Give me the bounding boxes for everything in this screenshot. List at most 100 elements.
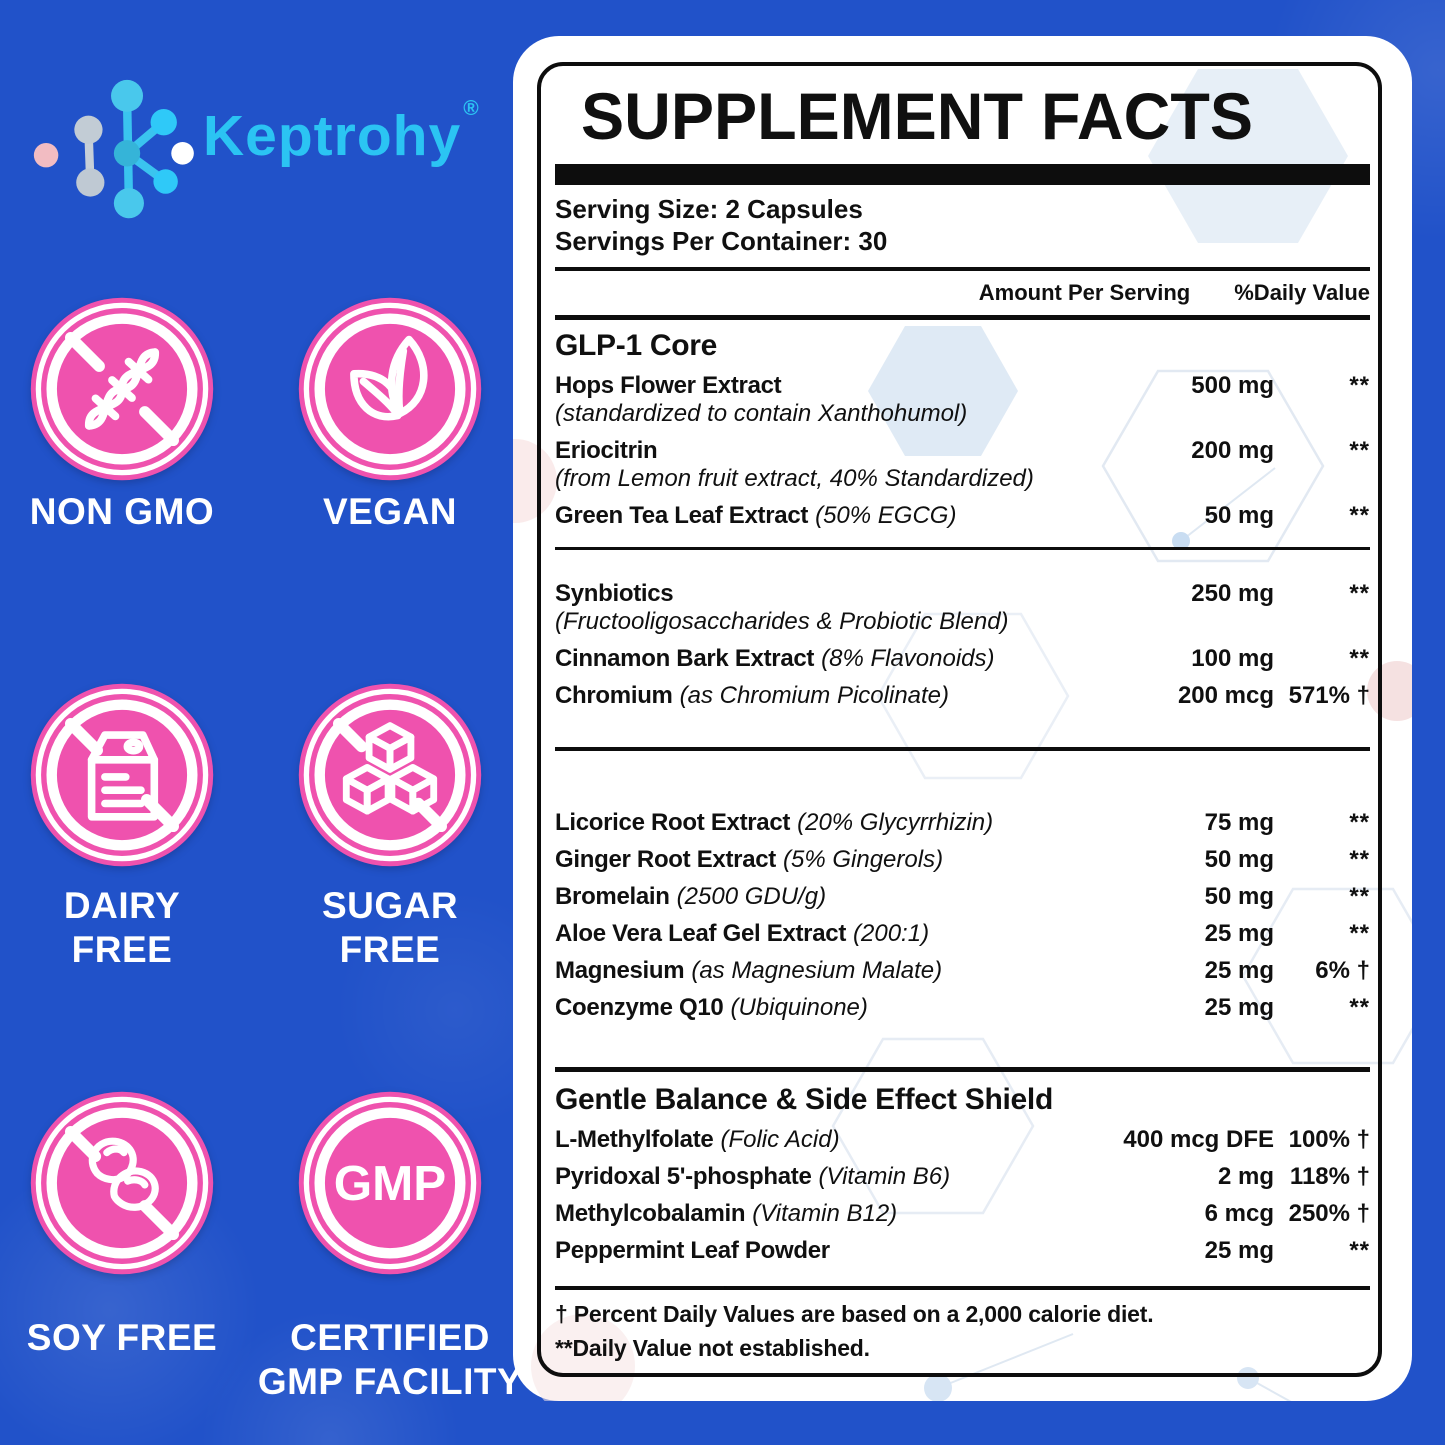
spacer xyxy=(555,1031,1370,1067)
ingredient-row: Hops Flower Extract (standardized to cont… xyxy=(555,372,1370,428)
ingredient-descriptor: (Vitamin B6) xyxy=(818,1163,951,1191)
serving-info: Serving Size: 2 Capsules Servings Per Co… xyxy=(555,194,1370,257)
ingredient-daily-value: 571% † xyxy=(1288,682,1370,710)
ingredient-name: Aloe Vera Leaf Gel Extract (200:1) xyxy=(555,920,1114,948)
ingredient-amount: 200 mcg xyxy=(1177,682,1274,710)
ingredient-descriptor: (50% EGCG) xyxy=(815,502,957,530)
ingredient-amount: 200 mg xyxy=(1191,437,1274,465)
facts-title: SUPPLEMENT FACTS xyxy=(581,79,1254,153)
spacer xyxy=(555,719,1370,747)
ingredient-descriptor: (5% Gingerols) xyxy=(783,846,944,874)
ingredient-daily-value: ** xyxy=(1349,809,1370,837)
ingredient-amount: 500 mg xyxy=(1191,372,1274,400)
badge-label-dairy-free: DAIRY FREE xyxy=(63,885,181,971)
ingredient-table: GLP-1 Core Hops Flower Extract (standardiz… xyxy=(555,329,1370,1291)
ingredient-amount: 25 mg xyxy=(1204,994,1274,1022)
divider xyxy=(555,1286,1370,1291)
ingredient-daily-value: ** xyxy=(1349,645,1370,673)
ingredient-amount: 75 mg xyxy=(1204,809,1274,837)
ingredient-name: Magnesium (as Magnesium Malate) xyxy=(555,957,1114,985)
ingredient-daily-value: ** xyxy=(1349,994,1370,1022)
ingredient-amount: 50 mg xyxy=(1204,502,1274,530)
ingredient-amount: 400 mcg DFE xyxy=(1123,1126,1274,1154)
ingredient-row: Ginger Root Extract (5% Gingerols) 50 mg ** xyxy=(555,846,1370,874)
ingredient-name-text: Coenzyme Q10 xyxy=(555,994,724,1022)
ingredient-name-text: Synbiotics xyxy=(555,580,674,608)
badge-vegan xyxy=(295,294,485,484)
ingredient-daily-value: ** xyxy=(1349,580,1370,608)
ingredient-daily-value: ** xyxy=(1349,883,1370,911)
ingredient-name: Chromium (as Chromium Picolinate) xyxy=(555,682,1114,710)
ingredient-name: Pyridoxal 5'-phosphate (Vitamin B6) xyxy=(555,1163,1114,1191)
ingredient-name-text: L-Methylfolate xyxy=(555,1126,714,1154)
vegan-leaf-icon xyxy=(298,297,482,481)
ingredient-row: Aloe Vera Leaf Gel Extract (200:1) 25 mg ** xyxy=(555,920,1370,948)
spacer xyxy=(555,539,1370,547)
title-divider-bar xyxy=(555,164,1370,185)
ingredient-name: Licorice Root Extract (20% Glycyrrhizin) xyxy=(555,809,1114,837)
brand-logo: Keptrohy® xyxy=(24,62,480,222)
badge-sugar-free xyxy=(295,680,485,870)
ingredient-descriptor: (2500 GDU/g) xyxy=(676,883,827,911)
ingredient-amount: 25 mg xyxy=(1204,920,1274,948)
ingredient-row: Methylcobalamin (Vitamin B12) 6 mcg 250% † xyxy=(555,1200,1370,1228)
ingredient-amount: 100 mg xyxy=(1191,645,1274,673)
ingredient-row: Eriocitrin (from Lemon fruit extract, 40%… xyxy=(555,437,1370,493)
ingredient-name: Coenzyme Q10 (Ubiquinone) xyxy=(555,994,1114,1022)
footnotes: † Percent Daily Values are based on a 2,… xyxy=(555,1298,1370,1365)
section-header: GLP-1 Core xyxy=(555,329,718,363)
ingredient-descriptor: (Folic Acid) xyxy=(720,1126,840,1154)
section-header: Gentle Balance & Side Effect Shield xyxy=(555,1083,1053,1117)
ingredient-name-text: Cinnamon Bark Extract xyxy=(555,645,815,673)
ingredient-row: Bromelain (2500 GDU/g) 50 mg ** xyxy=(555,883,1370,911)
spacer xyxy=(555,751,1370,809)
ingredient-name: Methylcobalamin (Vitamin B12) xyxy=(555,1200,1114,1228)
ingredient-amount: 2 mg xyxy=(1217,1163,1274,1191)
badge-label-non-gmo: NON GMO xyxy=(29,491,215,532)
ingredient-daily-value: ** xyxy=(1349,437,1370,465)
ingredient-amount: 50 mg xyxy=(1204,883,1274,911)
ingredient-amount: 6 mcg xyxy=(1204,1200,1274,1228)
ingredient-name-text: Bromelain xyxy=(555,883,670,911)
molecule-logo-icon xyxy=(33,79,194,219)
soy-free-beans-crossed-icon xyxy=(30,1091,214,1275)
badge-label-vegan: VEGAN xyxy=(322,491,458,532)
ingredient-row: Coenzyme Q10 (Ubiquinone) 25 mg ** xyxy=(555,994,1370,1022)
ingredient-row: Cinnamon Bark Extract (8% Flavonoids) 100 … xyxy=(555,645,1370,673)
servings-per-container: Servings Per Container: 30 xyxy=(555,225,888,256)
ingredient-daily-value: ** xyxy=(1349,372,1370,400)
ingredient-amount: 250 mg xyxy=(1191,580,1274,608)
ingredient-row: Pyridoxal 5'-phosphate (Vitamin B6) 2 mg 11… xyxy=(555,1163,1370,1191)
ingredient-descriptor: (as Magnesium Malate) xyxy=(691,957,943,985)
ingredient-row: Chromium (as Chromium Picolinate) 200 mcg 5… xyxy=(555,682,1370,710)
ingredient-name-text: Chromium xyxy=(555,682,673,710)
ingredient-name-text: Aloe Vera Leaf Gel Extract xyxy=(555,920,847,948)
ingredient-descriptor: (8% Flavonoids) xyxy=(821,645,995,673)
ingredient-name: L-Methylfolate (Folic Acid) xyxy=(555,1126,1114,1154)
ingredient-name: Cinnamon Bark Extract (8% Flavonoids) xyxy=(555,645,1114,673)
ingredient-name-text: Hops Flower Extract xyxy=(555,372,782,400)
ingredient-row: Synbiotics (Fructooligosaccharides & Prob… xyxy=(555,580,1370,636)
ingredient-name-text: Peppermint Leaf Powder xyxy=(555,1237,830,1265)
ingredient-daily-value: ** xyxy=(1349,1237,1370,1265)
ingredient-name: Peppermint Leaf Powder xyxy=(555,1237,1114,1265)
ingredient-daily-value: 6% † xyxy=(1315,957,1370,985)
footnote-daily-value: † Percent Daily Values are based on a 2,… xyxy=(555,1301,1154,1328)
ingredient-name-text: Green Tea Leaf Extract xyxy=(555,502,809,530)
ingredient-amount: 25 mg xyxy=(1204,957,1274,985)
ingredient-name-text: Pyridoxal 5'-phosphate xyxy=(555,1163,812,1191)
ingredient-row: Green Tea Leaf Extract (50% EGCG) 50 mg ** xyxy=(555,502,1370,530)
ingredient-name-text: Licorice Root Extract xyxy=(555,809,791,837)
ingredient-name: Ginger Root Extract (5% Gingerols) xyxy=(555,846,1114,874)
brand-name: Keptrohy® xyxy=(203,97,480,168)
dairy-free-milk-carton-crossed-icon xyxy=(30,683,214,867)
ingredient-daily-value: 100% † xyxy=(1288,1126,1370,1154)
ingredient-descriptor: (Vitamin B12) xyxy=(752,1200,898,1228)
badge-dairy-free xyxy=(27,680,217,870)
ingredient-name-text: Ginger Root Extract xyxy=(555,846,776,874)
svg-text:GMP: GMP xyxy=(334,1156,447,1211)
divider xyxy=(555,1067,1370,1073)
badge-soy-free xyxy=(27,1088,217,1278)
serving-size: Serving Size: 2 Capsules xyxy=(555,194,863,224)
divider xyxy=(555,547,1370,551)
